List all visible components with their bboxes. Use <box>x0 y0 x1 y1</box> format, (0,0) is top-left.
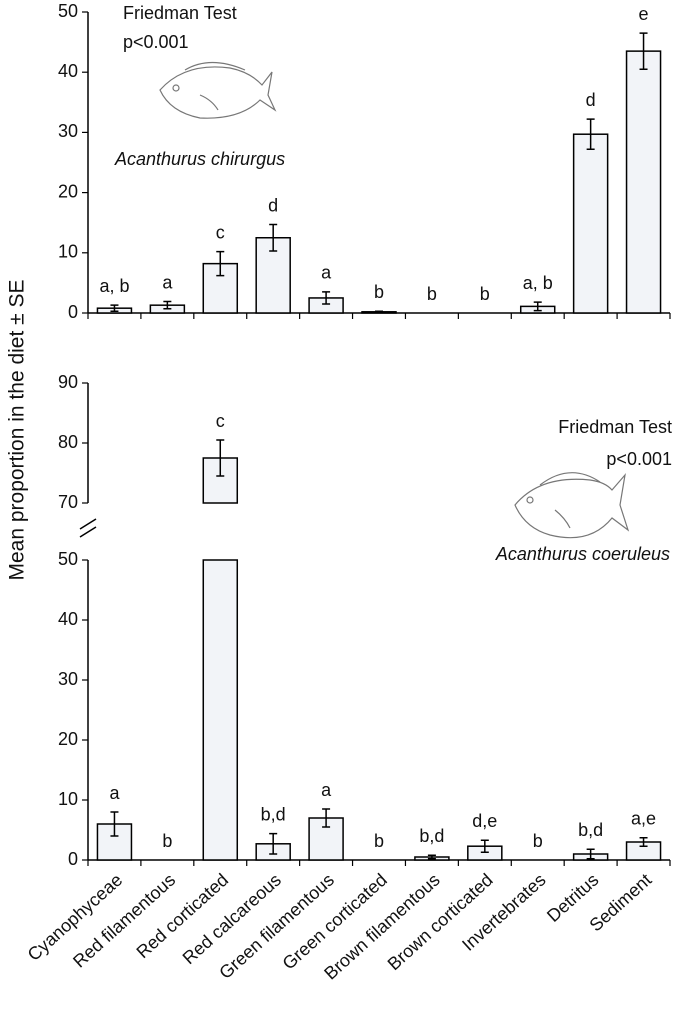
significance-label: b,d <box>578 820 603 840</box>
error-bar <box>639 32 648 70</box>
annotation: p<0.001 <box>606 449 672 469</box>
bar <box>572 133 609 314</box>
significance-label: b,d <box>261 804 286 824</box>
y-tick-label: 20 <box>58 729 78 749</box>
significance-label: a, b <box>523 273 553 293</box>
error-bar <box>269 223 278 252</box>
significance-label: c <box>216 222 225 242</box>
error-bar <box>427 854 436 860</box>
significance-label: d <box>586 90 596 110</box>
y-tick-label: 30 <box>58 669 78 689</box>
annotation: Friedman Test <box>558 417 672 437</box>
y-tick-label: 30 <box>58 121 78 141</box>
significance-label: c <box>216 411 225 431</box>
significance-label: d,e <box>472 811 497 831</box>
significance-label: a <box>162 272 173 292</box>
species-name: Acanthurus coeruleus <box>495 544 670 564</box>
significance-label: b <box>374 831 384 851</box>
significance-label: e <box>639 4 649 24</box>
x-tick-label: Red corticated <box>132 870 232 963</box>
y-tick-label: 40 <box>58 609 78 629</box>
error-bar <box>110 811 119 837</box>
error-bar <box>216 250 225 277</box>
significance-label: a, b <box>99 276 129 296</box>
axis-break <box>79 518 97 530</box>
error-bar <box>533 301 542 312</box>
y-tick-label: 0 <box>68 849 78 869</box>
significance-label: b <box>427 284 437 304</box>
y-axis-label: Mean proportion in the diet ± SE <box>6 279 29 580</box>
fish-illustration <box>159 61 630 539</box>
significance-label: b,d <box>419 826 444 846</box>
axis-break <box>79 526 97 538</box>
error-bar <box>586 118 595 151</box>
significance-label: b <box>533 831 543 851</box>
y-tick-label: 50 <box>58 549 78 569</box>
y-tick-label: 20 <box>58 181 78 201</box>
species-name: Acanthurus chirurgus <box>114 149 285 169</box>
y-tick-label: 10 <box>58 242 78 262</box>
significance-label: d <box>268 195 278 215</box>
y-tick-label: 50 <box>58 1 78 21</box>
significance-label: b <box>374 282 384 302</box>
error-bar <box>163 300 172 310</box>
significance-label: a <box>321 263 332 283</box>
y-tick-label: 90 <box>58 372 78 392</box>
significance-label: a <box>321 780 332 800</box>
bar <box>202 559 239 861</box>
annotation: p<0.001 <box>123 32 189 52</box>
error-bar <box>375 310 383 314</box>
annotation: Friedman Test <box>123 3 237 23</box>
error-bar <box>216 439 225 477</box>
significance-label: a,e <box>631 809 656 829</box>
significance-label: b <box>480 284 490 304</box>
error-bar <box>269 832 278 855</box>
y-tick-label: 0 <box>68 302 78 322</box>
error-bar <box>110 304 119 312</box>
error-bar <box>322 808 331 828</box>
significance-label: a <box>109 783 120 803</box>
y-tick-label: 80 <box>58 432 78 452</box>
significance-label: b <box>162 831 172 851</box>
y-tick-label: 70 <box>58 492 78 512</box>
y-tick-label: 40 <box>58 61 78 81</box>
error-bar <box>639 837 648 847</box>
error-bar <box>586 848 595 860</box>
error-bar <box>480 839 489 853</box>
error-bar <box>322 291 331 305</box>
bar <box>625 50 662 314</box>
y-tick-label: 10 <box>58 789 78 809</box>
